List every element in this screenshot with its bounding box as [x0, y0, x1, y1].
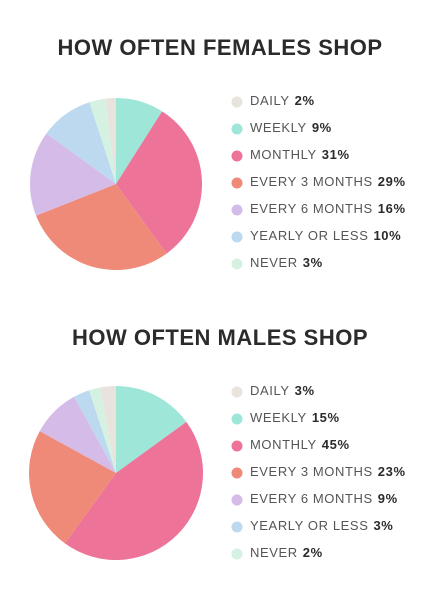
- legend-swatch: [231, 96, 243, 108]
- legend-label: WEEKLY: [250, 410, 307, 425]
- pie-slice: [46, 102, 116, 184]
- pie-slice: [99, 386, 116, 473]
- value-label: 29%: [378, 174, 406, 189]
- value-label: 15%: [312, 410, 340, 425]
- value-label: 16%: [378, 201, 406, 216]
- legend-label: EVERY 6 MONTHS: [250, 201, 373, 216]
- legend-entry: EVERY 3 MONTHS 23%: [250, 464, 406, 479]
- legend-entry: DAILY 2%: [250, 93, 315, 108]
- legend-entry: EVERY 3 MONTHS 29%: [250, 174, 406, 189]
- legend-swatch: [231, 258, 243, 270]
- legend-entry: YEARLY OR LESS 10%: [250, 228, 401, 243]
- value-label: 31%: [322, 147, 350, 162]
- pie-slice: [39, 396, 116, 473]
- value-label: 9%: [312, 120, 332, 135]
- legend-label: YEARLY OR LESS: [250, 228, 368, 243]
- legend-label: EVERY 3 MONTHS: [250, 174, 373, 189]
- legend-swatch: [231, 548, 243, 560]
- legend-label: NEVER: [250, 255, 298, 270]
- legend-swatch: [231, 440, 243, 452]
- legend-label: EVERY 6 MONTHS: [250, 491, 373, 506]
- pie-slice: [116, 386, 187, 473]
- legend-label: WEEKLY: [250, 120, 307, 135]
- legend-entry: MONTHLY 45%: [250, 437, 350, 452]
- legend-entry: DAILY 3%: [250, 383, 315, 398]
- legend-swatch: [231, 150, 243, 162]
- value-label: 2%: [295, 93, 315, 108]
- value-label: 23%: [378, 464, 406, 479]
- pie-slice: [64, 421, 203, 560]
- pie-slice: [89, 98, 116, 184]
- legend-swatch: [231, 386, 243, 398]
- legend-label: DAILY: [250, 383, 290, 398]
- legend-label: MONTHLY: [250, 437, 317, 452]
- pie-slice: [105, 98, 116, 184]
- legend-swatch: [231, 494, 243, 506]
- value-label: 9%: [378, 491, 398, 506]
- value-label: 3%: [303, 255, 323, 270]
- pie-slice: [89, 387, 116, 473]
- value-label: 3%: [373, 518, 393, 533]
- pie-slice: [74, 390, 116, 473]
- pie-slice: [116, 98, 163, 184]
- value-label: 10%: [373, 228, 401, 243]
- pie-slice: [29, 133, 117, 216]
- legend-swatch: [231, 413, 243, 425]
- value-label: 3%: [295, 383, 315, 398]
- legend-entry: NEVER 2%: [250, 545, 323, 560]
- pie-slice: [29, 431, 116, 544]
- legend-entry: WEEKLY 9%: [250, 120, 332, 135]
- legend-label: EVERY 3 MONTHS: [250, 464, 373, 479]
- value-label: 45%: [322, 437, 350, 452]
- legend-entry: YEARLY OR LESS 3%: [250, 518, 393, 533]
- legend-swatch: [231, 521, 243, 533]
- legend-swatch: [231, 123, 243, 135]
- legend-entry: WEEKLY 15%: [250, 410, 340, 425]
- chart-title: HOW OFTEN MALES SHOP: [72, 325, 368, 350]
- legend-label: NEVER: [250, 545, 298, 560]
- legend-swatch: [231, 467, 243, 479]
- pie-slice: [36, 184, 167, 270]
- legend-entry: EVERY 6 MONTHS 16%: [250, 201, 406, 216]
- legend-entry: MONTHLY 31%: [250, 147, 350, 162]
- legend-label: DAILY: [250, 93, 290, 108]
- legend-swatch: [231, 177, 243, 189]
- legend-label: YEARLY OR LESS: [250, 518, 368, 533]
- legend-swatch: [231, 231, 243, 243]
- legend-swatch: [231, 204, 243, 216]
- legend-label: MONTHLY: [250, 147, 317, 162]
- value-label: 2%: [303, 545, 323, 560]
- legend-entry: EVERY 6 MONTHS 9%: [250, 491, 398, 506]
- legend-entry: NEVER 3%: [250, 255, 323, 270]
- chart-title: HOW OFTEN FEMALES SHOP: [57, 35, 382, 60]
- pie-slice: [116, 111, 202, 254]
